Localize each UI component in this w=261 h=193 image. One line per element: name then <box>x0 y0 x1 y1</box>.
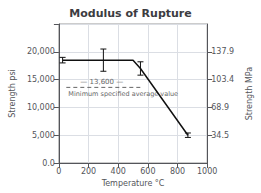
svg-text:10,000: 10,000 <box>27 103 55 112</box>
svg-text:103.4: 103.4 <box>211 75 234 84</box>
svg-text:5,000: 5,000 <box>32 131 55 140</box>
svg-text:0.0: 0.0 <box>42 159 55 168</box>
svg-text:Strength MPa: Strength MPa <box>245 67 254 121</box>
svg-text:137.9: 137.9 <box>211 47 234 56</box>
svg-text:200: 200 <box>81 167 96 176</box>
svg-text:34.5: 34.5 <box>211 131 229 140</box>
svg-text:0: 0 <box>56 167 61 176</box>
svg-text:Strength psi: Strength psi <box>8 69 17 118</box>
svg-text:15,000: 15,000 <box>27 75 55 84</box>
svg-text:Modulus of Rupture: Modulus of Rupture <box>69 7 192 20</box>
svg-text:400: 400 <box>111 167 126 176</box>
svg-text:800: 800 <box>170 167 185 176</box>
svg-text:— 13,600 —: — 13,600 — <box>80 78 123 86</box>
svg-text:Minimum specified average valu: Minimum specified average value <box>68 90 178 98</box>
svg-text:Temperature °C: Temperature °C <box>101 179 165 188</box>
svg-text:1000: 1000 <box>197 167 217 176</box>
svg-text:600: 600 <box>140 167 155 176</box>
svg-text:68.9: 68.9 <box>211 103 229 112</box>
svg-text:20,000: 20,000 <box>27 47 55 56</box>
